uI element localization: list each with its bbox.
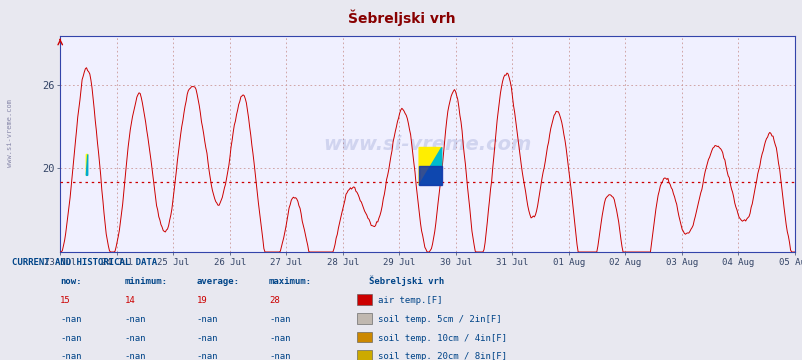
Text: -nan: -nan	[269, 334, 290, 343]
Text: -nan: -nan	[124, 334, 146, 343]
Polygon shape	[419, 166, 441, 185]
Text: maximum:: maximum:	[269, 278, 312, 287]
Polygon shape	[419, 148, 441, 185]
Text: -nan: -nan	[196, 352, 218, 360]
Text: -nan: -nan	[60, 352, 82, 360]
Text: air temp.[F]: air temp.[F]	[378, 296, 442, 305]
Text: now:: now:	[60, 278, 82, 287]
Text: 14: 14	[124, 296, 135, 305]
Text: www.si-vreme.com: www.si-vreme.com	[323, 135, 531, 153]
Polygon shape	[86, 154, 87, 175]
Text: soil temp. 10cm / 4in[F]: soil temp. 10cm / 4in[F]	[378, 334, 507, 343]
Text: CURRENT AND HISTORICAL DATA: CURRENT AND HISTORICAL DATA	[12, 258, 157, 267]
Text: Šebreljski vrh: Šebreljski vrh	[369, 276, 444, 287]
Text: -nan: -nan	[60, 334, 82, 343]
Text: www.si-vreme.com: www.si-vreme.com	[6, 99, 13, 167]
Text: 28: 28	[269, 296, 279, 305]
Text: Šebreljski vrh: Šebreljski vrh	[347, 9, 455, 26]
Text: -nan: -nan	[124, 315, 146, 324]
Text: -nan: -nan	[124, 352, 146, 360]
Text: soil temp. 20cm / 8in[F]: soil temp. 20cm / 8in[F]	[378, 352, 507, 360]
Polygon shape	[86, 154, 87, 175]
Text: 15: 15	[60, 296, 71, 305]
Text: soil temp. 5cm / 2in[F]: soil temp. 5cm / 2in[F]	[378, 315, 501, 324]
Text: -nan: -nan	[196, 315, 218, 324]
Polygon shape	[419, 148, 441, 185]
Text: average:: average:	[196, 278, 240, 287]
Text: -nan: -nan	[196, 334, 218, 343]
Text: minimum:: minimum:	[124, 278, 168, 287]
Text: -nan: -nan	[269, 315, 290, 324]
Text: -nan: -nan	[60, 315, 82, 324]
Text: -nan: -nan	[269, 352, 290, 360]
Text: 19: 19	[196, 296, 207, 305]
